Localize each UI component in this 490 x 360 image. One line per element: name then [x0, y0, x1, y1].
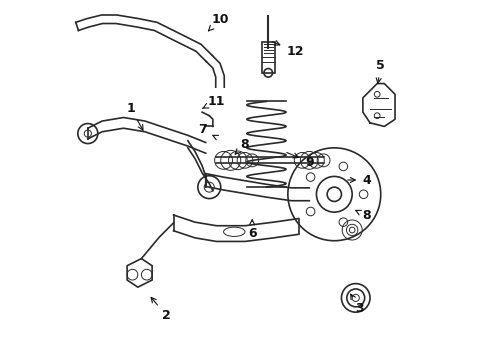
Text: 8: 8 [356, 209, 371, 222]
Text: 9: 9 [287, 153, 314, 168]
Text: 5: 5 [376, 59, 385, 83]
Text: 4: 4 [348, 174, 371, 186]
Text: 7: 7 [198, 123, 219, 140]
Text: 1: 1 [126, 102, 143, 130]
Text: 2: 2 [151, 297, 171, 322]
Text: 10: 10 [208, 13, 229, 31]
Text: 3: 3 [351, 294, 364, 315]
Text: 11: 11 [202, 95, 225, 108]
Text: 12: 12 [272, 41, 304, 58]
Text: 8: 8 [235, 138, 249, 154]
Text: 6: 6 [248, 220, 256, 240]
